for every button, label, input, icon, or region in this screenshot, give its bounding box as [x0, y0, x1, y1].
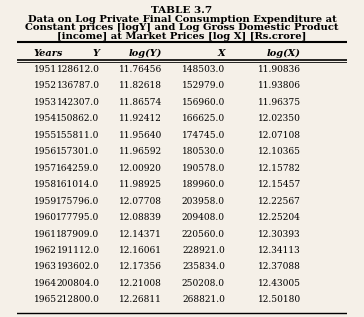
- Text: 12.43005: 12.43005: [258, 279, 301, 288]
- Text: 1959: 1959: [33, 197, 57, 206]
- Text: 164259.0: 164259.0: [56, 164, 99, 173]
- Text: log(X): log(X): [267, 49, 301, 58]
- Text: 12.50180: 12.50180: [258, 295, 301, 304]
- Text: 191112.0: 191112.0: [56, 246, 99, 255]
- Text: 250208.0: 250208.0: [182, 279, 225, 288]
- Text: 12.22567: 12.22567: [258, 197, 301, 206]
- Text: Data on Log Private Final Consumption Expenditure at: Data on Log Private Final Consumption Ex…: [28, 15, 336, 23]
- Text: 268821.0: 268821.0: [182, 295, 225, 304]
- Text: 1961: 1961: [33, 230, 56, 238]
- Text: 189960.0: 189960.0: [182, 180, 225, 189]
- Text: 12.14371: 12.14371: [119, 230, 162, 238]
- Text: Constant prices [logY] and Log Gross Domestic Product: Constant prices [logY] and Log Gross Dom…: [25, 23, 339, 32]
- Text: 12.26811: 12.26811: [119, 295, 162, 304]
- Text: 174745.0: 174745.0: [182, 131, 225, 140]
- Text: 1952: 1952: [33, 81, 56, 90]
- Text: 12.00920: 12.00920: [119, 164, 162, 173]
- Text: 12.07108: 12.07108: [258, 131, 301, 140]
- Text: 12.10365: 12.10365: [258, 147, 301, 156]
- Text: [income] at Market Prices [log X] [Rs.crore]: [income] at Market Prices [log X] [Rs.cr…: [57, 32, 307, 41]
- Text: 12.25204: 12.25204: [258, 213, 301, 222]
- Text: 157301.0: 157301.0: [56, 147, 99, 156]
- Text: 1953: 1953: [33, 98, 56, 107]
- Text: 1960: 1960: [33, 213, 56, 222]
- Text: 12.07708: 12.07708: [119, 197, 162, 206]
- Text: 11.82618: 11.82618: [119, 81, 162, 90]
- Text: 1958: 1958: [33, 180, 57, 189]
- Text: Y: Y: [92, 49, 99, 58]
- Text: 1951: 1951: [33, 65, 57, 74]
- Text: 1955: 1955: [33, 131, 57, 140]
- Text: 1956: 1956: [33, 147, 57, 156]
- Text: 235834.0: 235834.0: [182, 262, 225, 271]
- Text: 12.30393: 12.30393: [258, 230, 301, 238]
- Text: log(Y): log(Y): [129, 49, 162, 58]
- Text: 136787.0: 136787.0: [56, 81, 99, 90]
- Text: 150862.0: 150862.0: [56, 114, 99, 123]
- Text: 193602.0: 193602.0: [57, 262, 99, 271]
- Text: 142307.0: 142307.0: [57, 98, 99, 107]
- Text: 209408.0: 209408.0: [182, 213, 225, 222]
- Text: 166625.0: 166625.0: [182, 114, 225, 123]
- Text: 12.34113: 12.34113: [258, 246, 301, 255]
- Text: 12.15457: 12.15457: [257, 180, 301, 189]
- Text: 12.15782: 12.15782: [258, 164, 301, 173]
- Text: 12.21008: 12.21008: [119, 279, 162, 288]
- Text: 1962: 1962: [33, 246, 56, 255]
- Text: 11.98925: 11.98925: [119, 180, 162, 189]
- Text: 180530.0: 180530.0: [182, 147, 225, 156]
- Text: 1965: 1965: [33, 295, 57, 304]
- Text: 12.02350: 12.02350: [258, 114, 301, 123]
- Text: 1954: 1954: [33, 114, 57, 123]
- Text: 220560.0: 220560.0: [182, 230, 225, 238]
- Text: 1963: 1963: [33, 262, 56, 271]
- Text: 175796.0: 175796.0: [56, 197, 99, 206]
- Text: 12.37088: 12.37088: [258, 262, 301, 271]
- Text: 1964: 1964: [33, 279, 56, 288]
- Text: 12.17356: 12.17356: [119, 262, 162, 271]
- Text: 203958.0: 203958.0: [182, 197, 225, 206]
- Text: TABLE 3.7: TABLE 3.7: [151, 6, 213, 15]
- Text: 156960.0: 156960.0: [182, 98, 225, 107]
- Text: 11.92412: 11.92412: [119, 114, 162, 123]
- Text: 11.93806: 11.93806: [258, 81, 301, 90]
- Text: 155811.0: 155811.0: [56, 131, 99, 140]
- Text: 177795.0: 177795.0: [56, 213, 99, 222]
- Text: X: X: [217, 49, 225, 58]
- Text: 11.76456: 11.76456: [119, 65, 162, 74]
- Text: 190578.0: 190578.0: [182, 164, 225, 173]
- Text: 12.08839: 12.08839: [119, 213, 162, 222]
- Text: 128612.0: 128612.0: [57, 65, 99, 74]
- Text: 187909.0: 187909.0: [56, 230, 99, 238]
- Text: 200804.0: 200804.0: [56, 279, 99, 288]
- Text: 212800.0: 212800.0: [57, 295, 99, 304]
- Text: 228921.0: 228921.0: [182, 246, 225, 255]
- Text: 11.86574: 11.86574: [119, 98, 162, 107]
- Text: 148503.0: 148503.0: [182, 65, 225, 74]
- Text: 11.96592: 11.96592: [119, 147, 162, 156]
- Text: 12.16061: 12.16061: [119, 246, 162, 255]
- Text: 161014.0: 161014.0: [56, 180, 99, 189]
- Text: 11.95640: 11.95640: [119, 131, 162, 140]
- Text: 11.90836: 11.90836: [258, 65, 301, 74]
- Text: Years: Years: [33, 49, 63, 58]
- Text: 1957: 1957: [33, 164, 57, 173]
- Text: 11.96375: 11.96375: [258, 98, 301, 107]
- Text: 152979.0: 152979.0: [182, 81, 225, 90]
